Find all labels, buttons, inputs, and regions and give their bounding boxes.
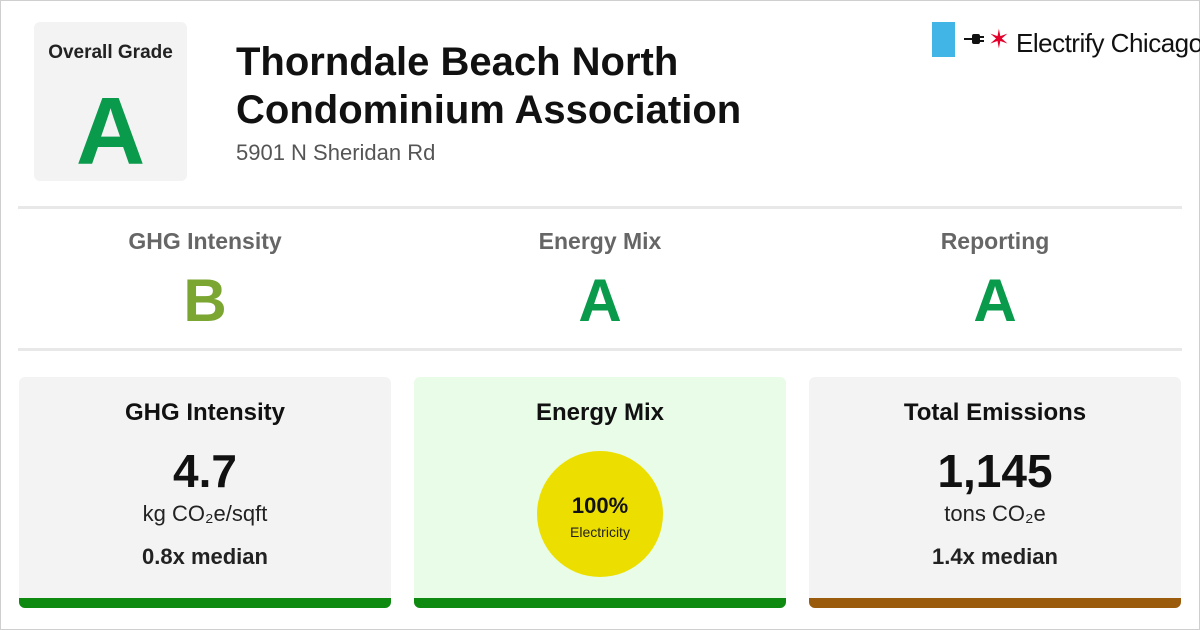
ghg-intensity-median: 0.8x median bbox=[142, 544, 268, 569]
sub-grade-energy-mix: Energy Mix A bbox=[414, 228, 786, 331]
plug-icon bbox=[963, 31, 985, 52]
card-title: Total Emissions bbox=[903, 399, 1087, 426]
ghg-intensity-card: GHG Intensity 4.7 kg CO₂e/sqft 0.8x medi… bbox=[19, 377, 391, 608]
sub-grade-label: Energy Mix bbox=[538, 228, 662, 254]
building-address: 5901 N Sheridan Rd bbox=[236, 140, 436, 165]
sub-grade-letter: A bbox=[578, 267, 622, 334]
total-emissions-value: 1,145 bbox=[937, 445, 1053, 497]
energy-mix-card: Energy Mix 100% Electricity bbox=[414, 377, 786, 608]
sub-grade-ghg: GHG Intensity B bbox=[19, 228, 391, 331]
ghg-intensity-unit: kg CO₂e/sqft bbox=[142, 501, 268, 526]
overall-grade-label: Overall Grade bbox=[48, 42, 173, 63]
energy-mix-percent: 100% bbox=[571, 493, 629, 518]
brand-name: Electrify Chicago bbox=[1016, 28, 1200, 58]
card-title: GHG Intensity bbox=[124, 399, 286, 426]
overall-grade-box: Overall Grade A bbox=[34, 22, 187, 181]
flag-stripe-icon bbox=[932, 22, 955, 57]
total-emissions-median: 1.4x median bbox=[932, 544, 1058, 569]
total-emissions-unit: tons CO₂e bbox=[944, 501, 1046, 526]
sub-grade-label: GHG Intensity bbox=[128, 228, 282, 254]
sub-grade-letter: B bbox=[183, 267, 227, 334]
card-status-bar bbox=[414, 598, 786, 608]
energy-mix-source: Electricity bbox=[570, 524, 630, 540]
overall-grade-letter: A bbox=[75, 78, 146, 185]
total-emissions-card: Total Emissions 1,145 tons CO₂e 1.4x med… bbox=[809, 377, 1181, 608]
building-name-line2: Condominium Association bbox=[236, 88, 742, 132]
card-status-bar bbox=[809, 598, 1181, 608]
energy-mix-circle: 100% Electricity bbox=[537, 451, 663, 577]
divider-middle bbox=[18, 348, 1182, 351]
card-title: Energy Mix bbox=[535, 399, 665, 426]
star-icon: ✶ bbox=[988, 24, 1010, 54]
sub-grade-letter: A bbox=[973, 267, 1017, 334]
building-name: Thorndale Beach North Condominium Associ… bbox=[236, 38, 876, 134]
card-status-bar bbox=[19, 598, 391, 608]
electrify-chicago-logo[interactable]: ✶ Electrify Chicago bbox=[932, 22, 1200, 58]
divider-top bbox=[18, 206, 1182, 209]
sub-grade-label: Reporting bbox=[940, 228, 1050, 254]
sub-grade-reporting: Reporting A bbox=[809, 228, 1181, 331]
building-name-line1: Thorndale Beach North bbox=[236, 40, 679, 84]
ghg-intensity-value: 4.7 bbox=[173, 445, 237, 497]
